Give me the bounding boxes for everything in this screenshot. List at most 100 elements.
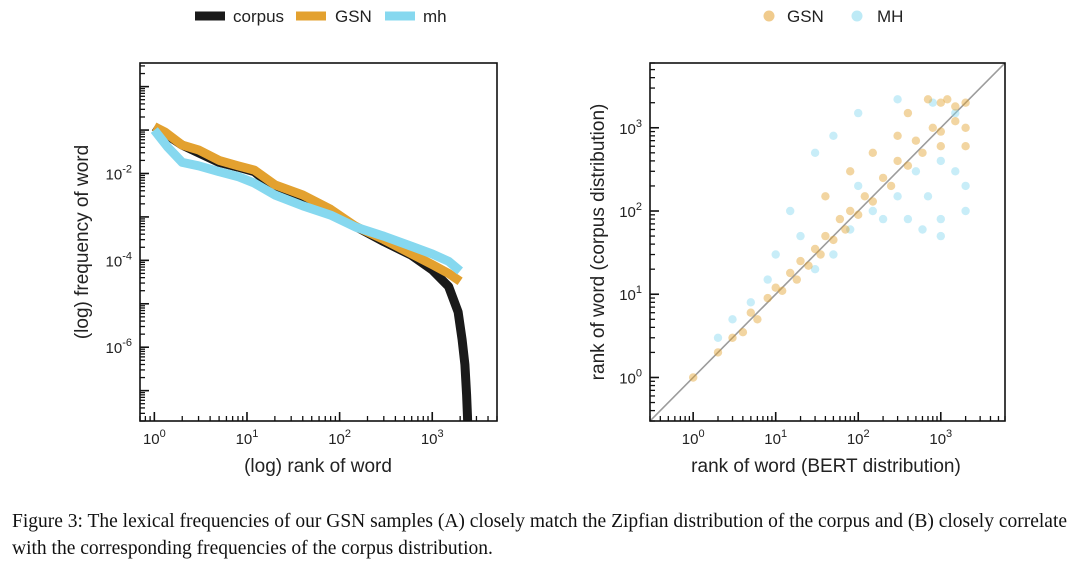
identity-line xyxy=(650,63,1005,421)
point-gsn xyxy=(713,348,723,357)
panel-a-y-tick-label: 10-6 xyxy=(106,337,132,357)
legend-label-gsn: GSN xyxy=(335,7,372,26)
panel-b-chart: 100 101 102 103 100 101 102 103 rank of word (B… xyxy=(588,62,1006,477)
panel-a-y-tick-label: 10-2 xyxy=(106,163,132,183)
point-mh xyxy=(951,167,960,176)
point-mh xyxy=(923,192,933,201)
point-gsn xyxy=(746,308,755,317)
point-gsn xyxy=(923,95,933,104)
point-gsn xyxy=(771,283,780,292)
point-gsn xyxy=(918,148,927,157)
point-gsn xyxy=(753,315,762,324)
point-gsn xyxy=(868,197,877,206)
point-gsn xyxy=(961,98,970,107)
point-mh xyxy=(810,148,820,157)
point-mh xyxy=(893,192,902,201)
legend-label-corpus: corpus xyxy=(233,7,284,26)
point-gsn xyxy=(778,286,787,295)
legend-b: GSN MH xyxy=(763,7,903,26)
point-gsn xyxy=(846,167,855,176)
panel-a-x-tick-label: 103 xyxy=(421,428,444,448)
point-gsn xyxy=(821,231,830,241)
point-gsn xyxy=(936,127,945,136)
point-gsn xyxy=(868,148,877,157)
figure-caption: Figure 3: The lexical frequencies of our… xyxy=(12,511,1068,559)
series-line-corpus xyxy=(151,122,473,421)
series-line-mh xyxy=(150,127,464,275)
point-gsn xyxy=(846,206,855,216)
point-mh xyxy=(878,214,888,224)
point-mh xyxy=(936,231,945,241)
legend-marker-mh xyxy=(851,10,863,22)
point-mh xyxy=(829,250,838,259)
point-mh xyxy=(810,265,820,274)
point-mh xyxy=(911,167,921,176)
point-gsn xyxy=(961,123,970,132)
point-gsn xyxy=(738,328,748,337)
panel-a-frame xyxy=(139,62,498,422)
point-mh xyxy=(854,181,863,191)
point-gsn xyxy=(936,98,945,107)
point-mh xyxy=(746,298,755,307)
point-gsn xyxy=(951,102,960,111)
legend-label-gsn-b: GSN xyxy=(787,7,824,26)
panel-b-y-tick-label: 102 xyxy=(619,201,642,221)
point-gsn xyxy=(835,214,845,224)
panel-b-y-tick-label: 101 xyxy=(619,284,642,304)
point-gsn xyxy=(689,373,698,382)
point-gsn xyxy=(893,156,902,166)
point-gsn xyxy=(893,131,902,140)
panel-b-frame xyxy=(649,62,1006,422)
point-gsn xyxy=(951,117,960,126)
panel-b-points xyxy=(650,63,1005,421)
point-gsn xyxy=(804,261,813,270)
point-gsn xyxy=(728,333,737,342)
point-gsn xyxy=(792,275,801,284)
panel-b-ylabel: rank of word (corpus distribution) xyxy=(588,104,609,381)
panel-b-x-tick-label: 101 xyxy=(764,428,787,448)
point-gsn xyxy=(903,108,913,118)
legend-label-mh-b: MH xyxy=(877,7,903,26)
legend-a: corpus GSN mh xyxy=(195,7,447,26)
point-gsn xyxy=(911,136,921,145)
panel-a-ylabel: (log) frequency of word xyxy=(72,145,93,339)
point-mh xyxy=(961,181,970,191)
panel-a-lines xyxy=(150,122,473,421)
point-mh xyxy=(713,333,723,342)
point-mh xyxy=(951,108,960,118)
panel-a-axes: 100 101 102 103 10-2 10-4 10-6 xyxy=(106,62,498,448)
point-mh xyxy=(728,315,737,324)
point-mh xyxy=(928,98,937,107)
point-mh xyxy=(868,206,877,216)
point-mh xyxy=(854,108,863,118)
panel-a-xlabel: (log) rank of word xyxy=(244,456,392,477)
point-gsn xyxy=(854,210,863,219)
point-mh xyxy=(771,250,780,259)
point-mh xyxy=(961,206,970,216)
point-gsn xyxy=(829,235,838,245)
point-gsn xyxy=(961,142,970,151)
point-mh xyxy=(846,225,855,234)
point-mh xyxy=(893,95,902,104)
point-gsn xyxy=(928,123,937,132)
point-gsn xyxy=(763,293,772,303)
point-gsn xyxy=(860,192,869,201)
point-mh xyxy=(936,156,945,166)
point-mh xyxy=(786,206,795,216)
point-gsn xyxy=(786,268,795,278)
point-gsn xyxy=(821,192,830,201)
point-mh xyxy=(796,231,805,241)
point-gsn xyxy=(816,250,825,259)
point-gsn xyxy=(936,142,945,151)
panel-b-y-tick-label: 103 xyxy=(619,118,642,138)
legend-label-mh: mh xyxy=(423,7,447,26)
point-gsn xyxy=(796,256,805,266)
panel-a-y-tick-label: 10-4 xyxy=(106,250,132,270)
panel-b-x-tick-label: 103 xyxy=(929,428,952,448)
panel-a-x-tick-label: 100 xyxy=(143,428,166,448)
panel-a-x-tick-label: 102 xyxy=(328,428,351,448)
point-mh xyxy=(903,214,913,224)
panel-b-y-tick-label: 100 xyxy=(619,367,642,387)
point-gsn xyxy=(878,173,888,183)
panel-a-x-tick-label: 101 xyxy=(236,428,259,448)
